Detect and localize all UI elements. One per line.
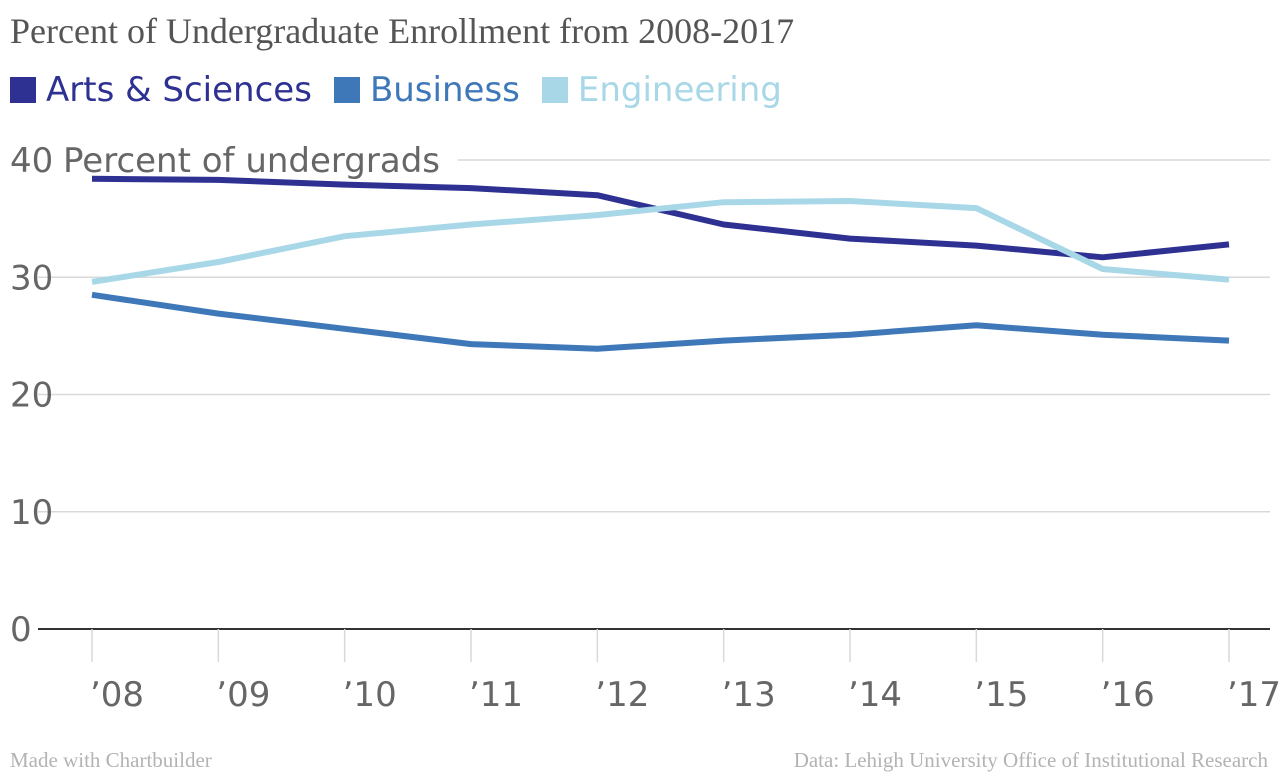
chartbuilder-credit: Made with Chartbuilder <box>10 748 212 772</box>
series-line-engineering <box>91 198 1230 285</box>
legend-item-arts-sciences: Arts & Sciences <box>10 70 312 110</box>
legend-swatch-arts-sciences <box>10 77 36 103</box>
series-line-business <box>91 291 1230 352</box>
chart-title: Percent of Undergraduate Enrollment from… <box>10 11 795 51</box>
y-tick-label: 0 <box>10 610 32 650</box>
legend-item-business: Business <box>333 70 520 110</box>
x-tick-label: ’08 <box>90 675 144 715</box>
x-tick-label: ’15 <box>974 675 1028 715</box>
legend-item-engineering: Engineering <box>541 70 782 110</box>
y-axis-title: Percent of undergrads <box>63 141 440 181</box>
y-tick-label: 40 <box>10 141 53 181</box>
x-tick-label: ’17 <box>1227 675 1280 715</box>
legend: Arts & Sciences Business Engineering <box>10 68 804 112</box>
x-tick-label: ’09 <box>216 675 270 715</box>
x-tick-label: ’13 <box>722 675 776 715</box>
x-tick-label: ’11 <box>469 675 523 715</box>
y-tick-label: 30 <box>10 258 53 298</box>
x-tick-label: ’14 <box>848 675 902 715</box>
x-tick-label: ’12 <box>595 675 649 715</box>
y-tick-label: 10 <box>10 493 53 533</box>
y-tick-label: 20 <box>10 376 53 416</box>
legend-label-arts-sciences: Arts & Sciences <box>46 70 312 110</box>
legend-swatch-business <box>333 77 360 103</box>
legend-label-engineering: Engineering <box>577 70 782 110</box>
legend-swatch-engineering <box>541 77 568 103</box>
data-source: Data: Lehigh University Office of Instit… <box>793 748 1268 772</box>
x-tick-label: ’10 <box>343 675 397 715</box>
x-tick-label: ’16 <box>1101 675 1155 715</box>
legend-label-business: Business <box>369 70 520 110</box>
